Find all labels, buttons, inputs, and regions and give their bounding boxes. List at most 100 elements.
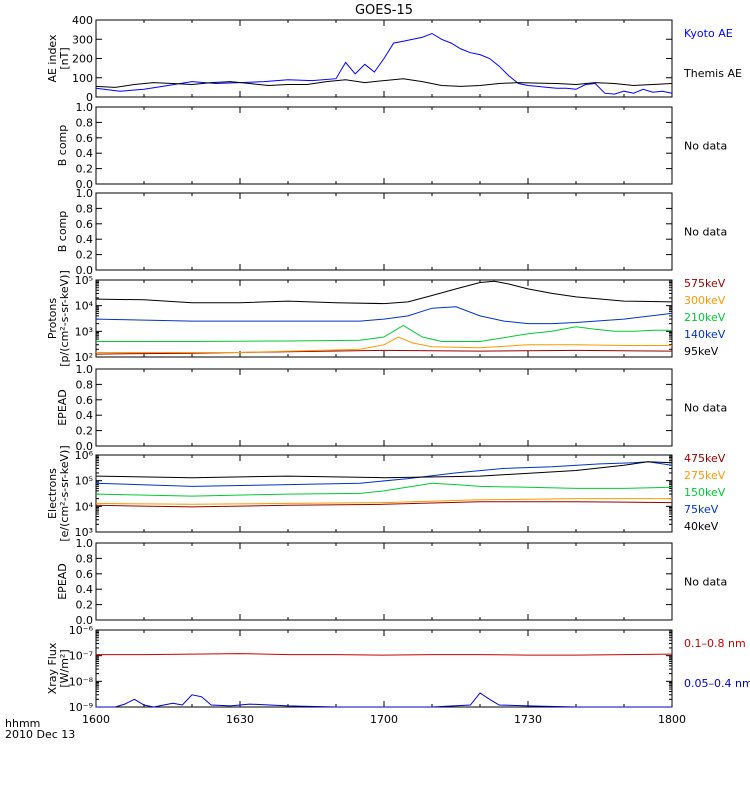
y-axis-label: [nT] bbox=[58, 47, 71, 69]
y-tick-label: 0.0 bbox=[76, 440, 94, 453]
series-line bbox=[95, 280, 673, 305]
y-axis-label: [e/(cm²-s-sr-keV)] bbox=[58, 445, 71, 541]
series-line bbox=[95, 349, 673, 355]
series-line bbox=[96, 324, 672, 342]
y-axis-label: Protons bbox=[46, 298, 59, 339]
series-line bbox=[96, 336, 672, 353]
legend-entry: 0.05–0.4 nm bbox=[684, 677, 750, 690]
y-axis-label: [W/m²] bbox=[58, 649, 71, 687]
y-tick-label: 1.0 bbox=[76, 187, 94, 200]
panel-bcomp2: 0.0 0.2 0.4 0.6 0.8 1.0 B comp No data bbox=[56, 187, 727, 277]
y-tick-label: 10⁵ bbox=[75, 475, 93, 488]
y-tick-label: 100 bbox=[72, 72, 93, 85]
y-axis-label: EPEAD bbox=[56, 389, 69, 426]
y-tick-label: 10⁵ bbox=[75, 274, 93, 287]
y-tick-label: 10⁴ bbox=[75, 300, 94, 313]
no-data-note: No data bbox=[684, 402, 727, 415]
series-line bbox=[95, 498, 672, 505]
panel-electrons: 10³ 10⁴ 10⁵ 10⁶ Electrons [e/(cm²-s-sr-keV)] 4… bbox=[46, 445, 726, 541]
y-tick-label: 0.8 bbox=[76, 202, 94, 215]
legend-entry: 575keV bbox=[684, 277, 726, 290]
y-tick-label: 0.0 bbox=[76, 178, 94, 191]
panel-frame bbox=[95, 454, 673, 533]
y-tick-label: 400 bbox=[72, 14, 93, 27]
x-axis-label-date: 2010 Dec 13 bbox=[5, 728, 75, 741]
y-tick-label: 0.8 bbox=[76, 378, 94, 391]
chart-title: GOES-15 bbox=[355, 3, 413, 18]
panel-bcomp1: 0.0 0.2 0.4 0.6 0.8 1.0 B comp No data bbox=[56, 101, 727, 191]
y-tick-label: 0.6 bbox=[76, 132, 94, 145]
panel-frame bbox=[95, 192, 673, 271]
y-tick-label: 0.0 bbox=[76, 614, 94, 627]
panel-epead2: 0.0 0.2 0.4 0.6 0.8 1.0 EPEAD No data bbox=[56, 537, 727, 627]
no-data-note: No data bbox=[684, 576, 727, 589]
y-tick-label: 10⁶ bbox=[75, 449, 94, 462]
y-axis-label: Xray Flux bbox=[46, 642, 59, 694]
panel-frame bbox=[95, 279, 673, 358]
y-tick-label: 10⁻⁸ bbox=[69, 675, 94, 688]
panel-frame bbox=[95, 629, 673, 708]
x-axis-label-hhmm: hhmm bbox=[5, 717, 40, 730]
y-axis-label: B comp bbox=[56, 125, 69, 167]
legend-entry: 210keV bbox=[684, 311, 726, 324]
y-tick-label: 0.6 bbox=[76, 218, 94, 231]
x-tick-label: 1630 bbox=[226, 713, 254, 726]
legend-entry: 300keV bbox=[684, 294, 726, 307]
y-tick-label: 10³ bbox=[75, 526, 93, 539]
series-line bbox=[95, 306, 673, 325]
y-tick-label: 0.6 bbox=[76, 394, 94, 407]
y-tick-label: 0.0 bbox=[76, 264, 94, 277]
series-line bbox=[95, 78, 673, 88]
y-tick-label: 0 bbox=[86, 91, 93, 104]
y-tick-label: 0.2 bbox=[76, 425, 94, 438]
no-data-note: No data bbox=[684, 226, 727, 239]
legend-entry: 475keV bbox=[684, 452, 726, 465]
y-tick-label: 1.0 bbox=[76, 101, 94, 114]
y-axis-label: EPEAD bbox=[56, 563, 69, 600]
y-tick-label: 0.8 bbox=[76, 552, 94, 565]
panel-xray: 10⁻⁹ 10⁻⁸ 10⁻⁷ 10⁻⁶ Xray Flux [W/m²] 0.1–0.8 n… bbox=[46, 624, 750, 714]
panel-epead1: 0.0 0.2 0.4 0.6 0.8 1.0 EPEAD No data bbox=[56, 363, 727, 453]
series-line bbox=[95, 501, 673, 508]
no-data-note: No data bbox=[684, 140, 727, 153]
y-axis-label: [p/(cm²-s-sr-keV)] bbox=[58, 270, 71, 367]
panel-frame bbox=[95, 542, 673, 621]
x-tick-label: 1730 bbox=[514, 713, 542, 726]
y-axis-label: AE index bbox=[46, 34, 59, 83]
legend-entry: 40keV bbox=[684, 520, 719, 533]
series-line bbox=[95, 482, 673, 497]
panels-group: 0 100 200 300 400 AE index [nT] Kyoto AE Themis … bbox=[46, 14, 750, 714]
legend-entry: 140keV bbox=[684, 328, 726, 341]
series-line bbox=[95, 461, 673, 479]
y-tick-label: 0.4 bbox=[76, 409, 94, 422]
y-tick-label: 0.2 bbox=[76, 599, 94, 612]
legend-entry: 150keV bbox=[684, 486, 726, 499]
y-axis-label: B comp bbox=[56, 211, 69, 253]
y-tick-label: 0.8 bbox=[76, 116, 94, 129]
y-tick-label: 0.2 bbox=[76, 249, 94, 262]
panel-frame bbox=[95, 106, 673, 185]
y-tick-label: 1.0 bbox=[76, 537, 94, 550]
y-tick-label: 10⁻⁷ bbox=[69, 650, 93, 663]
y-tick-label: 1.0 bbox=[76, 363, 94, 376]
x-tick-label: 1600 bbox=[82, 713, 110, 726]
legend-entry: 0.1–0.8 nm bbox=[684, 637, 746, 650]
x-tick-label: 1700 bbox=[370, 713, 398, 726]
panel-frame bbox=[95, 368, 673, 447]
y-tick-label: 10⁴ bbox=[75, 500, 94, 513]
y-axis-label: Electrons bbox=[46, 468, 59, 519]
y-tick-label: 0.4 bbox=[76, 583, 94, 596]
y-tick-label: 0.4 bbox=[76, 147, 94, 160]
legend-entry: 95keV bbox=[684, 345, 719, 358]
x-tick-label: 1800 bbox=[658, 713, 686, 726]
legend-entry: 75keV bbox=[684, 503, 719, 516]
y-tick-label: 0.4 bbox=[76, 233, 94, 246]
y-tick-label: 10⁻⁹ bbox=[69, 701, 93, 714]
x-axis: 1600 1630 1700 1730 1800 bbox=[82, 713, 686, 726]
legend-entry: 275keV bbox=[684, 469, 726, 482]
y-tick-label: 300 bbox=[72, 33, 93, 46]
panel-protons: 10² 10³ 10⁴ 10⁵ Protons [p/(cm²-s-sr-keV)] 575… bbox=[46, 270, 726, 367]
y-tick-label: 10³ bbox=[75, 325, 93, 338]
panel-ae: 0 100 200 300 400 AE index [nT] Kyoto AE Themis … bbox=[46, 14, 742, 104]
